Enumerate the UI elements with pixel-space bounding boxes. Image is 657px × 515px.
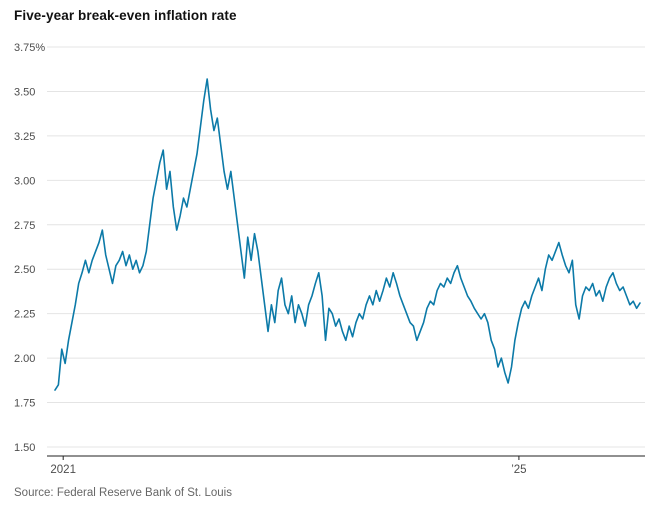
y-tick-label: 3.00 [14,175,35,187]
y-tick-label: 2.75 [14,220,35,232]
y-tick-label: 3.25 [14,131,35,143]
source-caption: Source: Federal Reserve Bank of St. Loui… [14,487,232,499]
y-tick-label: 1.50 [14,442,35,454]
y-tick-label: 1.75 [14,398,35,410]
x-tick-label: 2021 [50,464,76,476]
x-tick-label: ’25 [511,464,526,476]
y-tick-label: 2.50 [14,264,35,276]
y-tick-label: 2.25 [14,309,35,321]
y-tick-label: 3.75% [14,42,45,54]
y-tick-label: 2.00 [14,353,35,365]
chart-title: Five-year break-even inflation rate [14,8,237,23]
inflation-rate-line [54,78,641,391]
y-tick-label: 3.50 [14,86,35,98]
